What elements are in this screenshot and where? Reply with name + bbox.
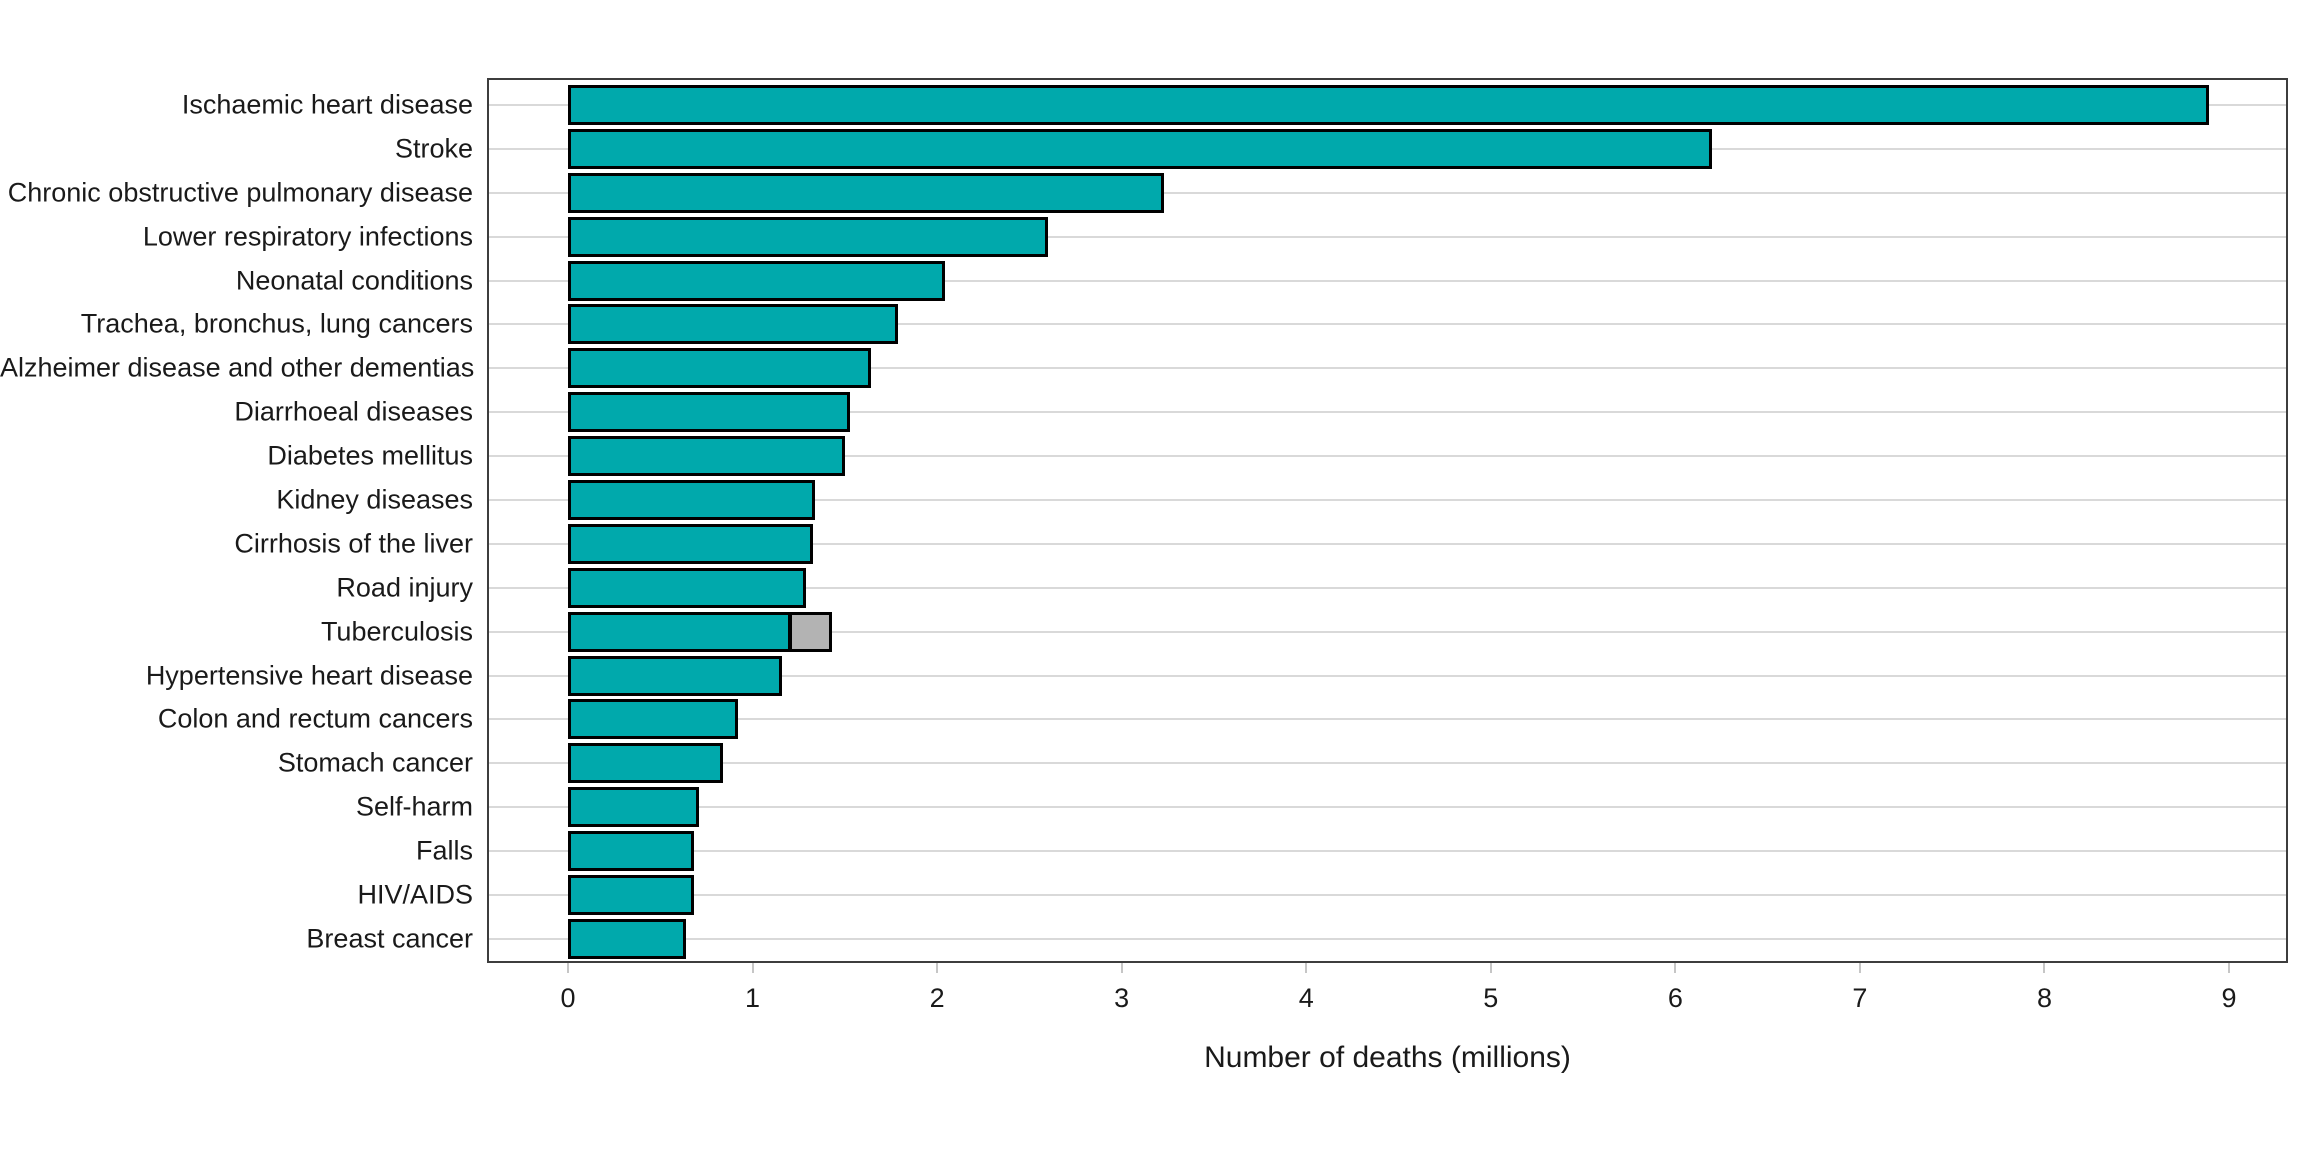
category-label-neonatal-conditions: Neonatal conditions xyxy=(235,265,473,296)
category-label-self-harm: Self-harm xyxy=(355,791,473,822)
x-tick-label-7: 7 xyxy=(1852,983,1868,1013)
bar-stroke xyxy=(568,128,1713,169)
x-axis-tick xyxy=(2228,963,2231,973)
category-label-ischaemic-heart-disease: Ischaemic heart disease xyxy=(181,89,473,120)
plot-panel xyxy=(487,78,2288,963)
bar-breast-cancer xyxy=(568,918,687,959)
x-axis-tick xyxy=(567,963,569,973)
category-gridline xyxy=(489,191,2286,194)
x-tick-label-4: 4 xyxy=(1298,983,1314,1013)
bar-colon-and-rectum-cancers xyxy=(568,699,738,740)
category-gridline xyxy=(489,279,2286,282)
bar-stomach-cancer xyxy=(568,743,724,784)
x-tick-label-5: 5 xyxy=(1483,983,1499,1013)
category-label-breast-cancer: Breast cancer xyxy=(306,923,473,954)
x-axis-title: Number of deaths (millions) xyxy=(1204,1041,1571,1074)
x-tick-label-9: 9 xyxy=(2221,983,2237,1013)
category-label-stroke: Stroke xyxy=(394,133,473,164)
category-gridline xyxy=(489,235,2286,238)
category-gridline xyxy=(489,367,2286,370)
bar-neonatal-conditions xyxy=(568,260,945,301)
x-axis-tick xyxy=(2043,963,2046,973)
x-tick-label-8: 8 xyxy=(2036,983,2052,1013)
category-gridline xyxy=(489,455,2286,458)
bar-alzheimer-disease-and-other-dementias xyxy=(568,348,871,389)
x-axis-tick xyxy=(936,963,939,973)
category-gridline xyxy=(489,674,2286,677)
x-tick-label-3: 3 xyxy=(1114,983,1130,1013)
category-label-hypertensive-heart-disease: Hypertensive heart disease xyxy=(145,660,473,691)
category-gridline xyxy=(489,718,2286,721)
category-gridline xyxy=(489,499,2286,501)
x-axis-tick xyxy=(751,963,754,973)
category-label-road-injury: Road injury xyxy=(336,572,473,603)
bar-kidney-diseases xyxy=(568,480,816,520)
category-label-alzheimer-disease-and-other-dementias: Alzheimer disease and other dementias xyxy=(0,352,475,383)
category-gridline xyxy=(489,937,2286,940)
bar-cirrhosis-of-the-liver xyxy=(568,523,814,564)
bar-ischaemic-heart-disease xyxy=(568,85,2209,125)
category-gridline xyxy=(489,850,2286,853)
bar-tuberculosis xyxy=(568,611,792,652)
category-label-trachea-bronchus-lung-cancers: Trachea, bronchus, lung cancers xyxy=(80,308,473,339)
x-tick-label-6: 6 xyxy=(1667,983,1683,1013)
category-label-stomach-cancer: Stomach cancer xyxy=(277,747,473,778)
bar-diabetes-mellitus xyxy=(568,436,845,477)
category-label-falls: Falls xyxy=(415,835,473,866)
category-gridline xyxy=(489,762,2286,765)
category-gridline xyxy=(489,411,2286,414)
category-label-chronic-obstructive-pulmonary-disease: Chronic obstructive pulmonary disease xyxy=(7,177,473,208)
category-gridline xyxy=(489,630,2286,633)
bar-tuberculosis-secondary-segment xyxy=(789,611,832,652)
x-axis-tick xyxy=(1858,963,1861,973)
bar-hypertensive-heart-disease xyxy=(568,655,783,696)
category-gridline xyxy=(489,894,2286,897)
bar-lower-respiratory-infections xyxy=(568,216,1048,257)
category-label-diabetes-mellitus: Diabetes mellitus xyxy=(267,440,473,471)
x-axis-tick xyxy=(1489,963,1492,973)
category-label-hiv-aids: HIV/AIDS xyxy=(357,879,473,910)
category-label-kidney-diseases: Kidney diseases xyxy=(276,484,473,515)
bar-trachea-bronchus-lung-cancers xyxy=(568,304,899,345)
x-axis-tick xyxy=(1120,963,1123,973)
bar-road-injury xyxy=(568,567,807,608)
bar-self-harm xyxy=(568,787,700,828)
category-label-tuberculosis: Tuberculosis xyxy=(320,616,473,647)
category-label-lower-respiratory-infections: Lower respiratory infections xyxy=(142,221,473,252)
x-tick-label-0: 0 xyxy=(560,983,576,1013)
category-label-cirrhosis-of-the-liver: Cirrhosis of the liver xyxy=(234,528,473,559)
bar-hiv-aids xyxy=(568,875,694,916)
category-label-colon-and-rectum-cancers: Colon and rectum cancers xyxy=(157,703,473,734)
x-tick-label-2: 2 xyxy=(929,983,945,1013)
bar-falls xyxy=(568,831,694,872)
bar-chronic-obstructive-pulmonary-disease xyxy=(568,172,1165,213)
bar-diarrhoeal-diseases xyxy=(568,392,851,433)
category-gridline xyxy=(489,806,2286,809)
category-label-diarrhoeal-diseases: Diarrhoeal diseases xyxy=(234,396,473,427)
x-tick-label-1: 1 xyxy=(745,983,761,1013)
category-gridline xyxy=(489,323,2286,326)
x-axis-tick xyxy=(1674,963,1677,973)
category-gridline xyxy=(489,542,2286,545)
category-gridline xyxy=(489,586,2286,589)
x-axis-tick xyxy=(1305,963,1308,973)
